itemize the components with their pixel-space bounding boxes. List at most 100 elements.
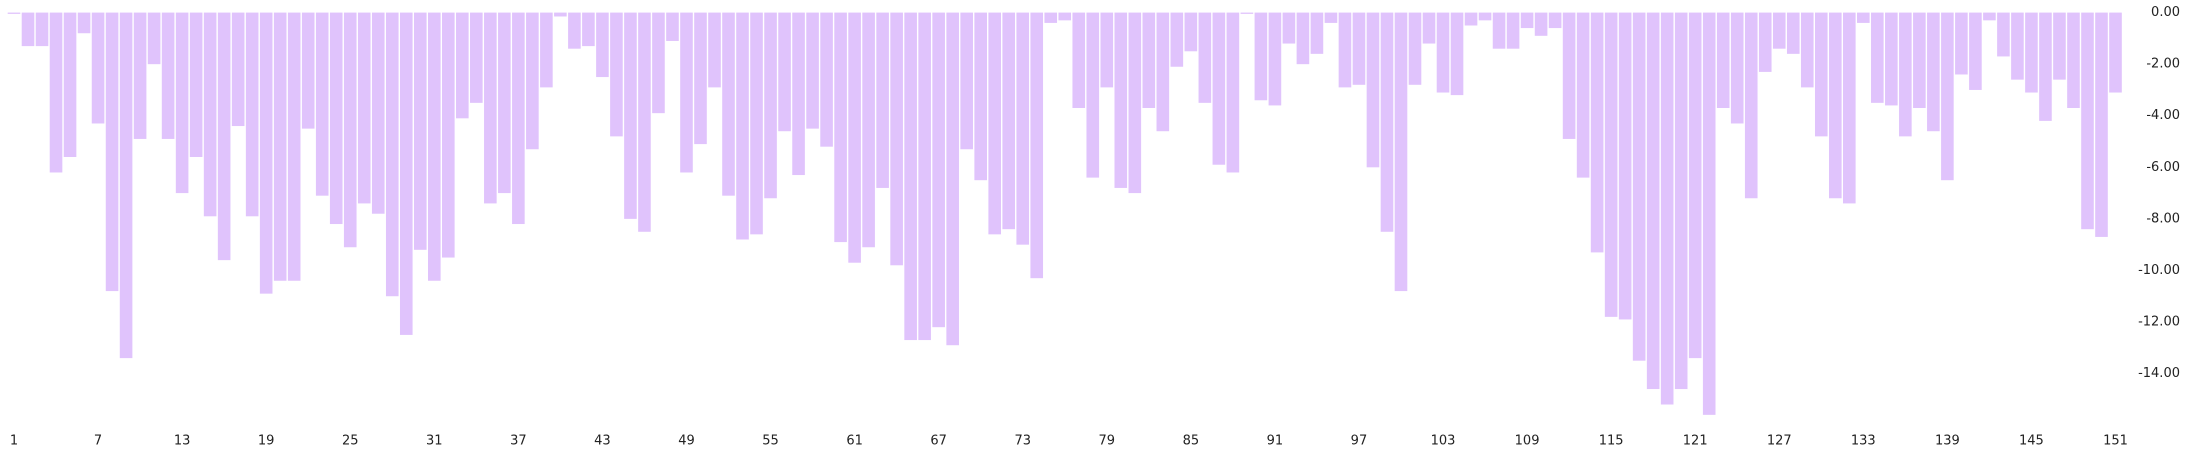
bar	[848, 12, 861, 263]
bar	[301, 12, 315, 129]
bar	[1212, 12, 1226, 165]
x-tick-label: 25	[342, 434, 359, 449]
bar	[1913, 12, 1926, 109]
bar	[596, 12, 609, 78]
x-tick-label: 151	[2103, 434, 2128, 449]
bar	[498, 12, 511, 194]
bar	[329, 12, 343, 225]
bar	[1576, 12, 1590, 178]
bar	[1674, 12, 1688, 390]
bar	[357, 12, 371, 204]
bar	[119, 12, 133, 359]
x-tick-label: 31	[426, 434, 443, 449]
bar	[1142, 12, 1156, 109]
bar	[273, 12, 287, 281]
bar	[1590, 12, 1604, 253]
bar	[820, 12, 833, 147]
bar	[1170, 12, 1184, 67]
bar	[1030, 12, 1044, 279]
bar	[175, 12, 189, 194]
bar	[778, 12, 791, 132]
bar	[1058, 12, 1072, 21]
bar	[932, 12, 945, 328]
bar	[1394, 12, 1408, 292]
x-tick-label: 139	[1935, 434, 1960, 449]
bar	[1016, 12, 1030, 245]
bar	[1702, 12, 1716, 415]
bar	[1688, 12, 1702, 359]
bar	[638, 12, 651, 232]
bar	[231, 12, 245, 127]
bar	[1184, 12, 1198, 52]
x-tick-label: 85	[1183, 434, 1200, 449]
bar	[1772, 12, 1786, 49]
bar	[1744, 12, 1758, 199]
bar	[1941, 12, 1954, 181]
x-tick-label: 73	[1014, 434, 1031, 449]
bar	[750, 12, 763, 235]
bar	[526, 12, 539, 150]
bar	[2053, 12, 2066, 80]
bar	[259, 12, 273, 294]
bar	[2095, 12, 2108, 237]
x-tick-label: 127	[1767, 434, 1792, 449]
x-tick-label: 13	[174, 434, 191, 449]
bar	[582, 12, 595, 47]
bar	[1786, 12, 1800, 54]
bar	[694, 12, 707, 145]
bar	[1492, 12, 1506, 49]
bar	[680, 12, 693, 173]
bar	[1520, 12, 1534, 29]
bar	[1548, 12, 1562, 29]
bar	[315, 12, 329, 196]
bar	[1450, 12, 1464, 96]
y-tick-label: -2.00	[2146, 57, 2180, 72]
bar	[2011, 12, 2024, 80]
bar	[399, 12, 413, 335]
bar	[1857, 12, 1870, 23]
bar	[1814, 12, 1828, 137]
x-tick-label: 133	[1851, 434, 1876, 449]
bar	[203, 12, 217, 217]
bar	[708, 12, 721, 88]
bar	[2081, 12, 2094, 230]
bar	[1198, 12, 1212, 103]
bar	[1604, 12, 1618, 317]
x-tick-label: 145	[2019, 434, 2044, 449]
bar	[834, 12, 847, 243]
x-tick-label: 103	[1431, 434, 1456, 449]
y-tick-label: -6.00	[2146, 160, 2180, 175]
bar	[1983, 12, 1996, 21]
bar	[862, 12, 875, 248]
bar	[49, 12, 63, 173]
bar	[540, 12, 553, 88]
bar	[974, 12, 987, 181]
bar	[1646, 12, 1660, 390]
bar	[1380, 12, 1394, 232]
bar	[1352, 12, 1366, 85]
bar	[722, 12, 735, 196]
bar	[484, 12, 497, 204]
bar	[287, 12, 301, 281]
bar	[946, 12, 959, 346]
bar	[1871, 12, 1884, 103]
bar	[666, 12, 679, 41]
y-tick-label: -12.00	[2138, 315, 2180, 330]
y-tick-label: -10.00	[2138, 263, 2180, 278]
bar	[1338, 12, 1352, 88]
bar	[1128, 12, 1142, 194]
bar	[792, 12, 805, 176]
bar	[1366, 12, 1380, 168]
bar	[1086, 12, 1100, 178]
x-tick-label: 109	[1515, 434, 1540, 449]
bar	[1969, 12, 1982, 90]
bar	[1506, 12, 1520, 49]
bar	[456, 12, 469, 119]
bar	[1296, 12, 1310, 65]
bar	[1955, 12, 1968, 75]
bar	[427, 12, 441, 281]
bar	[2039, 12, 2052, 121]
bar	[161, 12, 175, 139]
bar	[1100, 12, 1114, 88]
